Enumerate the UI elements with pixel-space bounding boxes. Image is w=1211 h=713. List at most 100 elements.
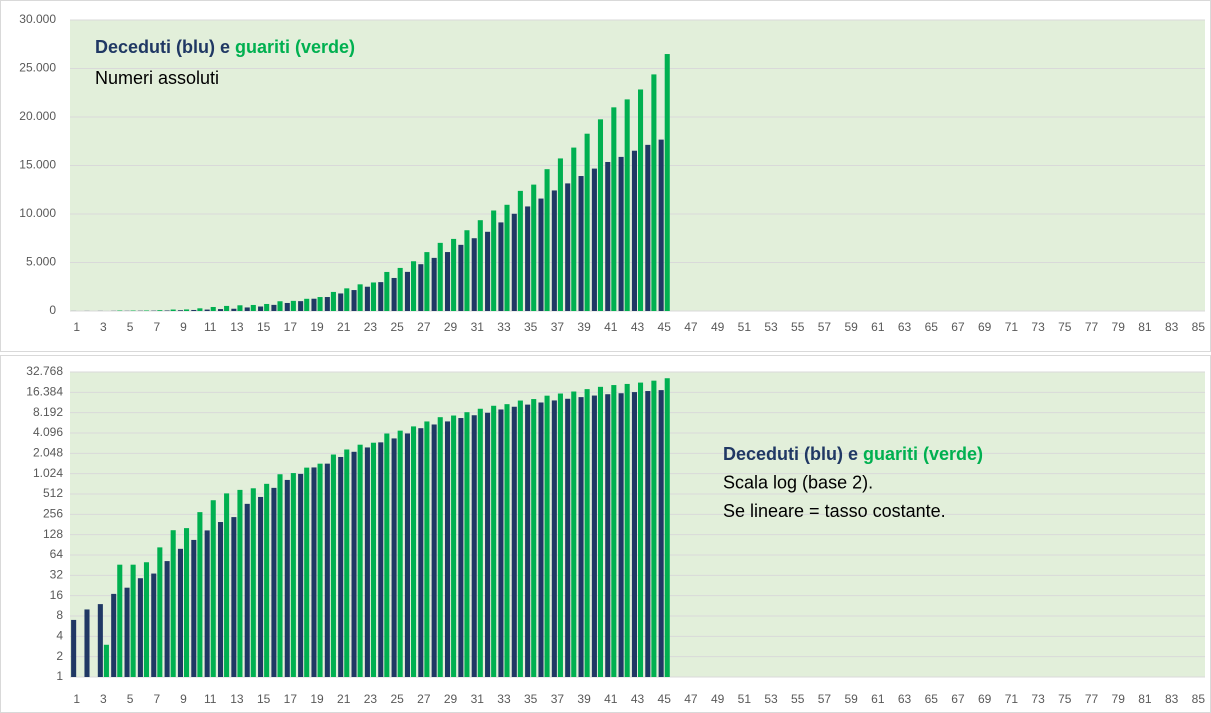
bar: [418, 428, 424, 677]
bar: [71, 619, 77, 677]
bar: [485, 412, 491, 677]
x-tick-label: 23: [364, 692, 378, 706]
bar: [531, 399, 537, 677]
title-part: guariti (verde): [863, 444, 983, 464]
title-part: Deceduti (blu): [95, 37, 215, 57]
x-tick-label: 27: [417, 692, 431, 706]
x-tick-label: 45: [658, 692, 672, 706]
x-tick-label: 61: [871, 320, 885, 334]
x-tick-label: 77: [1085, 692, 1099, 706]
y-tick-label: 8: [56, 608, 63, 622]
y-tick-label: 20.000: [19, 109, 56, 123]
y-tick-label: 15.000: [19, 158, 56, 172]
x-tick-label: 31: [471, 692, 485, 706]
bar: [357, 284, 363, 311]
bar: [651, 74, 657, 311]
bar: [404, 271, 410, 311]
x-tick-label: 81: [1138, 320, 1152, 334]
title-part: Deceduti (blu): [723, 444, 843, 464]
bar: [411, 261, 417, 311]
x-tick-label: 77: [1085, 320, 1099, 334]
bar: [111, 593, 117, 677]
y-tick-label: 2: [56, 649, 63, 663]
bar: [591, 395, 597, 677]
x-tick-label: 33: [497, 320, 511, 334]
bar: [557, 393, 563, 677]
y-tick-label: 64: [50, 547, 64, 561]
y-tick-label: 2.048: [33, 446, 63, 460]
bar: [143, 562, 150, 677]
bar: [304, 467, 310, 677]
bar: [250, 304, 256, 311]
bar: [250, 488, 256, 677]
y-tick-label: 4.096: [33, 425, 63, 439]
x-tick-label: 51: [738, 320, 752, 334]
bar: [264, 483, 270, 677]
x-tick-label: 55: [791, 692, 805, 706]
bar: [605, 394, 611, 677]
x-tick-label: 45: [658, 320, 672, 334]
x-tick-label: 73: [1031, 320, 1045, 334]
bar: [651, 380, 657, 677]
x-tick-label: 65: [925, 320, 939, 334]
bar: [184, 528, 190, 677]
x-tick-label: 71: [1005, 320, 1019, 334]
bar: [638, 382, 644, 677]
y-tick-label: 5.000: [26, 255, 56, 269]
bar: [364, 286, 370, 311]
bar: [224, 305, 230, 311]
bar: [498, 409, 504, 677]
bar: [464, 412, 470, 677]
bar: [444, 252, 451, 311]
x-tick-label: 9: [180, 692, 187, 706]
bar: [458, 418, 464, 677]
y-tick-label: 512: [43, 486, 63, 500]
bar: [477, 408, 483, 677]
bar: [658, 390, 664, 677]
bar: [531, 184, 537, 311]
x-tick-label: 55: [791, 320, 805, 334]
bar: [431, 424, 437, 677]
x-tick-label: 19: [310, 320, 324, 334]
y-tick-label: 1.024: [33, 466, 63, 480]
bar: [504, 404, 510, 677]
bar: [244, 307, 250, 311]
bar: [231, 517, 237, 677]
x-tick-label: 11: [204, 692, 217, 706]
bar: [565, 398, 571, 677]
bar: [344, 449, 350, 677]
x-tick-label: 53: [764, 320, 778, 334]
x-tick-label: 49: [711, 320, 725, 334]
bar: [578, 397, 584, 677]
x-tick-label: 69: [978, 320, 992, 334]
bar: [277, 301, 283, 311]
x-tick-label: 37: [551, 692, 565, 706]
bar: [364, 447, 370, 677]
bar: [571, 147, 577, 311]
x-tick-label: 17: [284, 320, 298, 334]
x-tick-label: 43: [631, 320, 645, 334]
bar: [351, 451, 357, 677]
x-tick-label: 41: [604, 692, 618, 706]
chart-subtitle: Scala log (base 2).: [723, 472, 873, 492]
chart-subtitle: Se lineare = tasso costante.: [723, 501, 946, 521]
x-tick-label: 5: [127, 320, 134, 334]
bar: [271, 487, 277, 677]
x-tick-label: 75: [1058, 320, 1072, 334]
x-tick-label: 79: [1112, 692, 1126, 706]
chart-subtitle: Numeri assoluti: [95, 68, 219, 88]
bar: [517, 190, 523, 311]
bar: [210, 306, 216, 311]
x-tick-label: 13: [230, 320, 244, 334]
x-tick-label: 61: [871, 692, 885, 706]
bar: [498, 222, 504, 311]
bar: [437, 242, 443, 311]
bar: [584, 389, 590, 677]
bar: [511, 213, 517, 311]
bar: [511, 406, 517, 677]
bar: [658, 139, 664, 311]
bar: [437, 417, 443, 677]
title-part: e: [848, 444, 858, 464]
x-tick-label: 83: [1165, 320, 1179, 334]
bar: [244, 503, 250, 677]
